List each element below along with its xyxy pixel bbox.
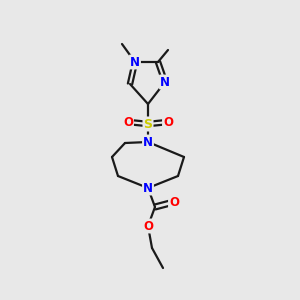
Text: N: N [160, 76, 170, 88]
Text: O: O [123, 116, 133, 128]
Text: N: N [143, 136, 153, 148]
Text: O: O [143, 220, 153, 232]
Text: S: S [143, 118, 152, 130]
Text: N: N [143, 182, 153, 194]
Text: O: O [163, 116, 173, 128]
Text: O: O [169, 196, 179, 208]
Text: N: N [130, 56, 140, 68]
